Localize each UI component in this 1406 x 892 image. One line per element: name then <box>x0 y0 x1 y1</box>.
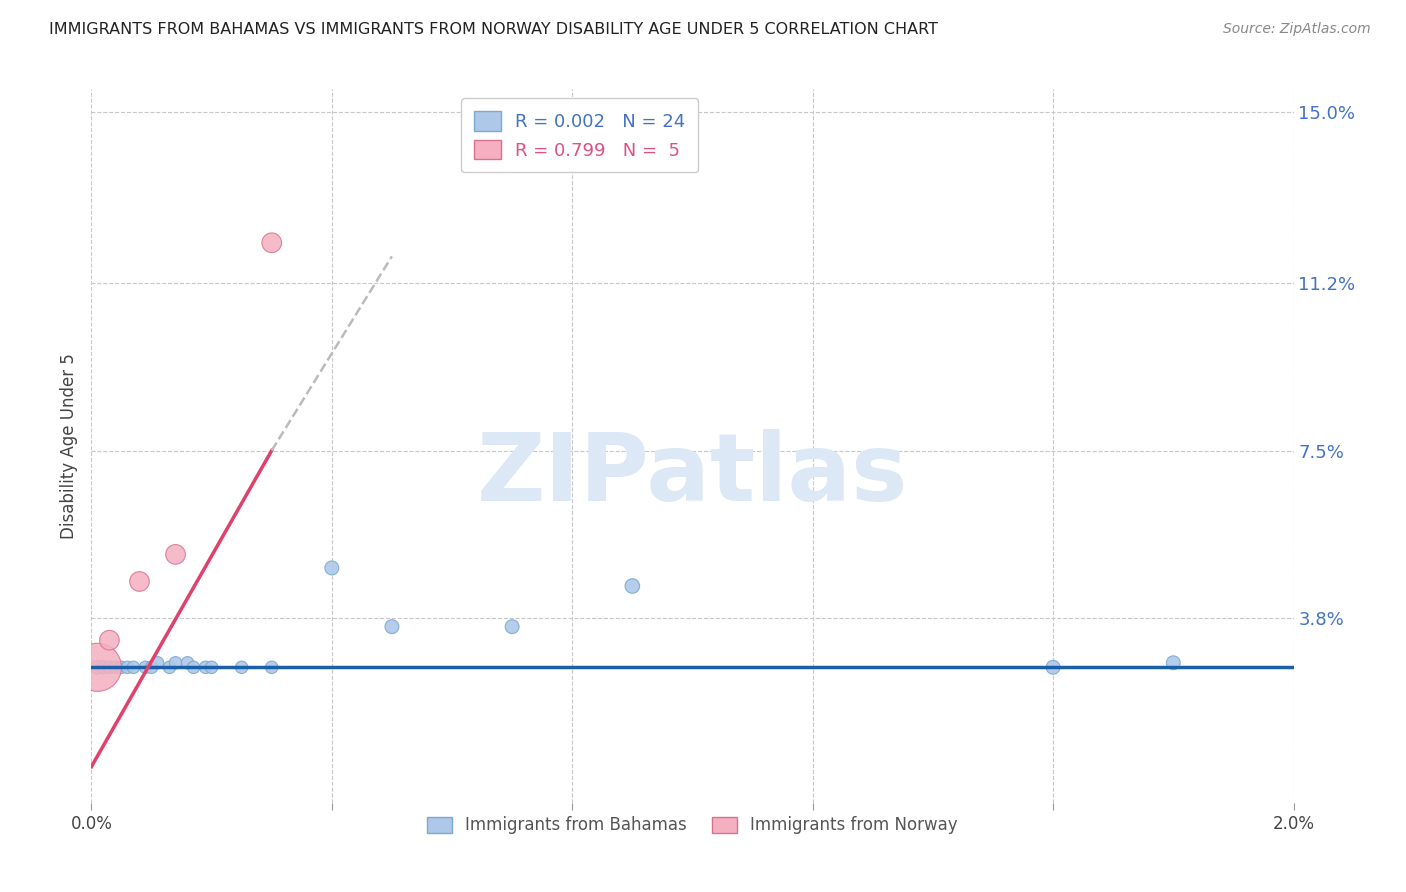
Point <box>128 574 150 589</box>
Point <box>110 660 132 674</box>
Point <box>321 561 343 575</box>
Point <box>104 660 127 674</box>
Point <box>1161 656 1184 670</box>
Point <box>381 620 404 634</box>
Point <box>260 660 283 674</box>
Point <box>260 235 283 250</box>
Point <box>621 579 644 593</box>
Point <box>1042 660 1064 674</box>
Point <box>176 656 198 670</box>
Y-axis label: Disability Age Under 5: Disability Age Under 5 <box>59 353 77 539</box>
Text: Source: ZipAtlas.com: Source: ZipAtlas.com <box>1223 22 1371 37</box>
Point <box>98 633 121 648</box>
Point <box>93 660 115 674</box>
Point <box>183 660 205 674</box>
Point <box>165 548 187 562</box>
Point <box>501 620 523 634</box>
Point <box>141 660 163 674</box>
Point <box>146 656 169 670</box>
Point <box>122 660 145 674</box>
Point <box>159 660 181 674</box>
Text: IMMIGRANTS FROM BAHAMAS VS IMMIGRANTS FROM NORWAY DISABILITY AGE UNDER 5 CORRELA: IMMIGRANTS FROM BAHAMAS VS IMMIGRANTS FR… <box>49 22 938 37</box>
Point <box>117 660 139 674</box>
Point <box>165 656 187 670</box>
Point <box>86 660 108 674</box>
Point <box>134 660 156 674</box>
Point <box>86 660 108 674</box>
Legend: Immigrants from Bahamas, Immigrants from Norway: Immigrants from Bahamas, Immigrants from… <box>420 810 965 841</box>
Point <box>194 660 217 674</box>
Point <box>98 660 121 674</box>
Point <box>231 660 253 674</box>
Point <box>201 660 224 674</box>
Text: ZIPatlas: ZIPatlas <box>477 428 908 521</box>
